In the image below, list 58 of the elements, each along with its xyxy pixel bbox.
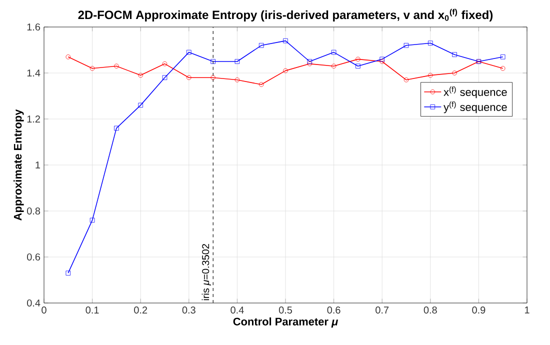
- chart-title: 2D-FOCM Approximate Entropy (iris-derived parameters, v and x$_{0}$$^{(f)}$ fixed): [78, 8, 493, 22]
- point: [162, 75, 168, 80]
- legend-label: x$^{(f)}$ sequence: [444, 86, 507, 98]
- point: [138, 102, 143, 108]
- point: [210, 59, 216, 64]
- y-tick-label: 0.6: [27, 253, 40, 261]
- y-tick-label: 1: [36, 162, 40, 168]
- point: [307, 59, 312, 64]
- point: [452, 52, 457, 57]
- point: [380, 56, 384, 62]
- point: [428, 40, 433, 46]
- point: [138, 72, 143, 78]
- point: [331, 50, 336, 55]
- point: [162, 61, 168, 66]
- point: [428, 72, 433, 78]
- point: [356, 64, 360, 68]
- point: [331, 64, 336, 68]
- x-tick-label: 0.7: [376, 306, 389, 314]
- point: [258, 43, 264, 48]
- x-tick-label: 0.9: [472, 306, 486, 314]
- point: [114, 126, 119, 131]
- y-tick-label: 0.8: [27, 207, 40, 215]
- y-axis-title: Approximate Entropy: [14, 109, 24, 220]
- point: [90, 66, 95, 71]
- x-tick-label: 0.8: [424, 306, 437, 314]
- point: [500, 54, 506, 60]
- point: [404, 43, 409, 48]
- y-tick-label: 1.4: [27, 70, 40, 76]
- point: [66, 270, 71, 276]
- x-tick-label: 0: [42, 306, 46, 314]
- point: [234, 78, 240, 82]
- point: [356, 56, 360, 62]
- x-tick-label: 0.3: [182, 306, 196, 314]
- x-tick-label: 1: [525, 306, 530, 314]
- point: [307, 61, 312, 66]
- point: [186, 50, 192, 55]
- point: [114, 64, 119, 68]
- point: [210, 75, 216, 80]
- point: [90, 218, 95, 223]
- ref-line-label: iris μ=0.3502: [202, 244, 211, 300]
- point: [283, 68, 288, 74]
- point: [258, 82, 264, 87]
- point: [380, 59, 384, 64]
- x-tick-label: 0.1: [86, 306, 99, 314]
- y-tick-label: 1.6: [27, 23, 40, 31]
- y-tick-label: 1.2: [27, 116, 40, 122]
- x-axis-title: Control Parameter μ: [233, 317, 338, 328]
- point: [452, 70, 457, 76]
- point: [186, 75, 192, 80]
- x-tick-label: 0.2: [134, 306, 148, 314]
- x-tick-label: 0.6: [327, 306, 340, 314]
- point: [404, 78, 409, 82]
- point: [234, 59, 240, 64]
- y-tick-label: 0.4: [27, 299, 40, 307]
- point: [283, 38, 288, 44]
- legend-label: y$^{(f)}$ sequence: [444, 101, 507, 114]
- x-tick-label: 0.4: [230, 306, 244, 314]
- x-tick-label: 0.5: [278, 306, 292, 314]
